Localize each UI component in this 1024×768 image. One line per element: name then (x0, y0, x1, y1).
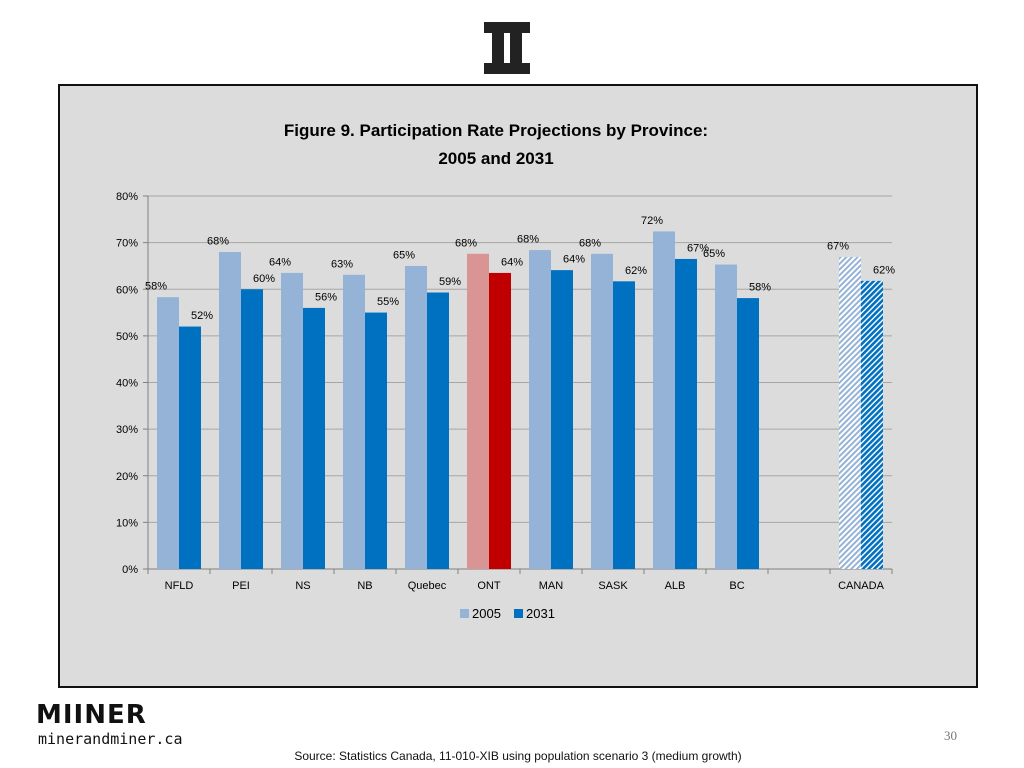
x-tick-label: ONT (477, 580, 501, 592)
chart-title-line: Figure 9. Participation Rate Projections… (284, 121, 708, 140)
participation-rate-chart: Figure 9. Participation Rate Projections… (116, 121, 895, 621)
data-label: 65% (703, 248, 725, 260)
bar-2031-nb (365, 312, 387, 569)
data-label: 55% (377, 296, 399, 308)
bar-2005-nfld (157, 297, 179, 569)
bar-2005-quebec (405, 265, 427, 569)
x-tick-label: PEI (232, 580, 250, 592)
bar-2031-nfld (179, 326, 201, 569)
data-label: 60% (253, 273, 275, 285)
bar-2005-man (529, 250, 551, 569)
bar-2031-ns (303, 307, 325, 569)
y-tick-label: 0% (122, 564, 138, 576)
x-tick-label: Quebec (408, 580, 447, 592)
y-tick-label: 20% (116, 471, 138, 483)
legend-swatch-2005 (460, 609, 469, 618)
data-label: 62% (625, 265, 647, 277)
data-label: 67% (827, 241, 849, 253)
x-tick-label: NB (357, 580, 372, 592)
bar-2005-ont (467, 253, 489, 569)
legend-swatch-2031 (514, 609, 523, 618)
source-note: Source: Statistics Canada, 11-010-XIB us… (294, 749, 742, 763)
x-tick-label: MAN (539, 580, 564, 592)
data-label: 65% (393, 249, 415, 261)
y-tick-label: 50% (116, 331, 138, 343)
bar-2005-alb (653, 231, 675, 569)
bar-2005-bc (715, 264, 737, 569)
x-tick-label: ALB (665, 580, 686, 592)
bar-2031-ont (489, 272, 511, 569)
y-tick-label: 70% (116, 238, 138, 250)
data-label: 68% (207, 235, 229, 247)
data-label: 64% (269, 256, 291, 268)
bar-2005-canada (839, 257, 861, 569)
data-label: 68% (455, 237, 477, 249)
bar-2031-alb (675, 258, 697, 569)
bar-2031-pei (241, 289, 263, 569)
data-label: 52% (191, 310, 213, 322)
data-label: 68% (517, 234, 539, 246)
data-label: 68% (579, 237, 601, 249)
bar-2031-man (551, 270, 573, 569)
y-tick-label: 10% (116, 517, 138, 529)
x-tick-label: SASK (598, 580, 628, 592)
x-tick-label: CANADA (838, 580, 885, 592)
data-label: 72% (641, 215, 663, 227)
legend-label: 2031 (526, 606, 555, 621)
page-number: 30 (944, 728, 957, 743)
chart-panel: Figure 9. Participation Rate Projections… (58, 84, 978, 763)
data-label: 56% (315, 291, 337, 303)
data-label: 64% (563, 254, 585, 266)
y-tick-label: 40% (116, 378, 138, 390)
x-tick-label: NFLD (165, 580, 194, 592)
bar-2005-nb (343, 274, 365, 569)
data-label: 63% (331, 258, 353, 270)
bar-2031-bc (737, 298, 759, 569)
data-label: 67% (687, 242, 709, 254)
y-tick-label: 30% (116, 424, 138, 436)
brand-url[interactable]: minerandminer.ca (38, 730, 183, 748)
miner-logo-icon (484, 22, 530, 74)
bar-2005-ns (281, 272, 303, 569)
legend-label: 2005 (472, 606, 501, 621)
bar-2005-pei (219, 251, 241, 569)
chart-title-line: 2005 and 2031 (438, 149, 553, 168)
data-label: 58% (145, 281, 167, 293)
data-label: 58% (749, 282, 771, 294)
y-tick-label: 80% (116, 191, 138, 203)
brand-name: MIINER (36, 700, 147, 730)
data-label: 59% (439, 276, 461, 288)
bar-2005-sask (591, 253, 613, 569)
bar-2031-canada (861, 280, 883, 569)
x-tick-label: BC (729, 580, 744, 592)
data-label: 62% (873, 264, 895, 276)
y-tick-label: 60% (116, 284, 138, 296)
x-tick-label: NS (295, 580, 310, 592)
bar-2031-sask (613, 281, 635, 569)
bar-2031-quebec (427, 292, 449, 569)
data-label: 64% (501, 256, 523, 268)
